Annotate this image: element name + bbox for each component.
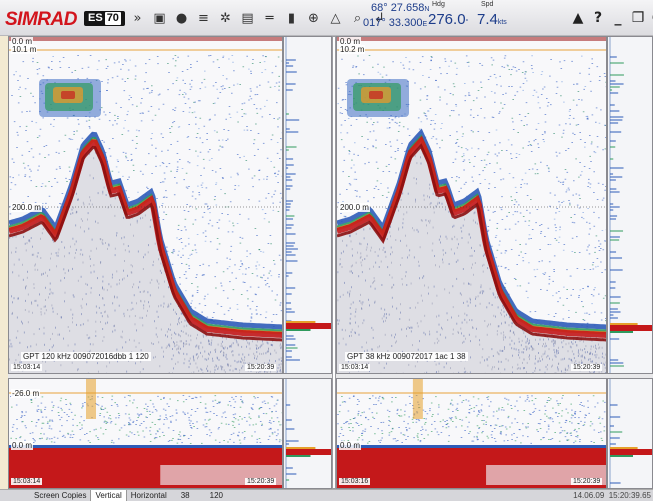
heading-readout: 276.0°: [428, 11, 468, 28]
alarm-icon[interactable]: ▲: [572, 10, 584, 26]
zoom-histogram-38khz: [607, 378, 653, 489]
zoom-end-time-label: 15:20:39: [245, 478, 277, 485]
bars-icon[interactable]: ═: [265, 11, 274, 26]
zoom-echogram-120khz-plot: [9, 379, 282, 488]
start-time-label: 15:03:14: [11, 364, 43, 371]
model-prefix: ES: [88, 12, 103, 24]
zoom-echogram-38khz-plot: [337, 379, 606, 488]
start-time-label: 15:03:14: [339, 364, 371, 371]
zoom-echogram-120khz[interactable]: -26.0 m 0.0 m 15:03:14 15:20:39: [8, 378, 283, 489]
tab-horizontal[interactable]: Horizontal: [130, 491, 167, 500]
echogram-120khz-plot: [9, 37, 282, 373]
tab-screen-copies[interactable]: Screen Copies: [34, 491, 87, 500]
top-range-label: 0.0 m: [11, 37, 34, 46]
mid-depth-label: 200.0 m: [11, 203, 42, 212]
speed-unit: kts: [497, 19, 507, 26]
heading-value: 276.0: [428, 11, 466, 28]
echogram-icon[interactable]: ▤: [241, 11, 254, 26]
echogram-120khz[interactable]: 0.0 m 10.1 m 200.0 m GPT 120 kHz 0090720…: [8, 36, 283, 374]
speed-value: 7.4: [477, 11, 498, 28]
channel-38-tab[interactable]: 38: [180, 491, 190, 500]
model-badge: ES 70: [84, 11, 125, 26]
warning-triangle-icon[interactable]: △: [330, 11, 341, 26]
histogram-120khz: [283, 36, 332, 374]
speed-label: Spd: [481, 1, 494, 8]
surface-range-label: 10.2 m: [339, 45, 366, 54]
echogram-38khz[interactable]: 0.0 m 10.2 m 200.0 m GPT 38 kHz 00907201…: [336, 36, 607, 374]
end-time-label: 15:20:39: [571, 364, 603, 371]
toolbar: SIMRAD ES 70 » ▣ ● ≡ ✲ ▤ ═ ▮ ⊕ △ ⌕ ↲ 68°…: [0, 0, 653, 36]
heading-unit: °: [465, 19, 469, 26]
zoom-top-label: -26.0 m: [11, 389, 41, 398]
zoom-zero-label: 0.0 m: [339, 441, 362, 450]
latitude-hemisphere: N: [424, 6, 430, 13]
chart-icon[interactable]: ▮: [287, 11, 296, 26]
camera-icon[interactable]: ▣: [153, 11, 166, 26]
zoom-zero-label: 0.0 m: [11, 441, 34, 450]
histogram-38khz: [607, 36, 653, 374]
brand-logo: SIMRAD: [5, 9, 77, 30]
channel-120-tab[interactable]: 120: [209, 491, 223, 500]
zoom-histogram-38khz-plot: [609, 379, 652, 488]
speed-readout: 7.4kts: [477, 11, 507, 28]
bottom-bar: Screen Copies Vertical Horizontal 38 120…: [0, 489, 653, 501]
heading-label: Hdg: [432, 1, 445, 8]
mid-depth-label: 200.0 m: [339, 203, 370, 212]
model-number: 70: [104, 12, 121, 25]
layers-icon[interactable]: ≡: [198, 11, 209, 26]
top-range-label: 0.0 m: [339, 37, 362, 46]
status-date: 14.06.09: [573, 491, 605, 500]
zoom-histogram-120khz: [283, 378, 332, 489]
window-edge: [0, 36, 8, 489]
echogram-38khz-plot: [337, 37, 606, 373]
channel-info-label: GPT 120 kHz 009072016dbb 1 120: [21, 352, 151, 361]
target-icon[interactable]: ⊕: [308, 11, 319, 26]
status-datetime: 14.06.09 15:20:39.65: [573, 490, 651, 501]
record-icon[interactable]: ●: [175, 11, 188, 26]
end-time-label: 15:20:39: [245, 364, 277, 371]
zoom-end-time-label: 15:20:39: [571, 478, 603, 485]
system-icons: ▲ ? _ ❐ ⏻: [570, 9, 653, 27]
restore-icon[interactable]: ❐: [631, 10, 645, 26]
longitude-hemisphere: E: [422, 21, 428, 28]
search-icon[interactable]: ⌕: [353, 11, 362, 26]
double-chevron-icon[interactable]: »: [133, 11, 142, 26]
toolbar-icons: » ▣ ● ≡ ✲ ▤ ═ ▮ ⊕ △ ⌕ ↲: [128, 9, 389, 28]
longitude-readout: 017° 33.300E: [363, 17, 427, 29]
fan-icon[interactable]: ✲: [220, 11, 231, 26]
zoom-histogram-120khz-plot: [285, 379, 331, 488]
longitude-value: 017° 33.300: [363, 17, 423, 29]
panel-divider[interactable]: [332, 36, 336, 489]
histogram-120khz-plot: [285, 37, 331, 373]
histogram-38khz-plot: [609, 37, 652, 373]
surface-range-label: 10.1 m: [11, 45, 38, 54]
latitude-value: 68° 27.658: [371, 2, 425, 14]
minimize-icon[interactable]: _: [614, 10, 622, 26]
latitude-readout: 68° 27.658N: [371, 2, 429, 14]
zoom-echogram-38khz[interactable]: 0.0 m 15:03:16 15:20:39: [336, 378, 607, 489]
zoom-start-time-label: 15:03:14: [11, 478, 43, 485]
tab-vertical[interactable]: Vertical: [90, 490, 127, 501]
pin-icon[interactable]: ↲: [374, 11, 385, 26]
channel-info-label: GPT 38 kHz 009072017 1ac 1 38: [345, 352, 468, 361]
help-icon[interactable]: ?: [593, 10, 603, 26]
status-time: 15:20:39.65: [608, 491, 651, 500]
zoom-start-time-label: 15:03:16: [339, 478, 371, 485]
